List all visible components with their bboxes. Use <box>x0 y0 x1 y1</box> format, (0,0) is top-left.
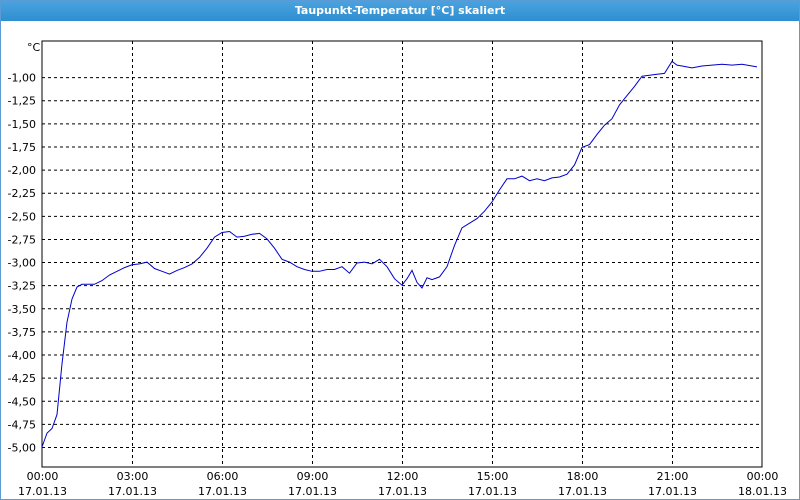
grid-lines <box>41 40 763 468</box>
x-tick-date: 17.01.13 <box>378 485 427 498</box>
y-tick-label: -3,00 <box>8 257 36 270</box>
x-tick-date: 17.01.13 <box>648 485 697 498</box>
y-tick-label: -2,75 <box>8 233 36 246</box>
x-tick-time: 09:00 <box>297 470 329 483</box>
x-tick-time: 00:00 <box>747 470 779 483</box>
x-tick-date: 17.01.13 <box>198 485 247 498</box>
x-tick-time: 00:00 <box>27 470 59 483</box>
x-tick-time: 15:00 <box>477 470 509 483</box>
x-tick-date: 18.01.13 <box>738 485 787 498</box>
y-unit-label: °C <box>27 41 41 54</box>
x-tick-date: 17.01.13 <box>288 485 337 498</box>
y-tick-label: -2,50 <box>8 210 36 223</box>
y-tick-label: -4,50 <box>8 395 36 408</box>
y-tick-label: -1,50 <box>8 118 36 131</box>
y-tick-label: -3,50 <box>8 303 36 316</box>
plot-area <box>41 60 758 448</box>
x-tick-date: 17.01.13 <box>108 485 157 498</box>
y-tick-label: -3,75 <box>8 326 36 339</box>
x-tick-date: 17.01.13 <box>468 485 517 498</box>
x-axis-ticks: 00:00 17.01.13 03:00 17.01.13 06:00 17.01.13 0… <box>18 470 787 498</box>
y-tick-label: -1,00 <box>8 72 36 85</box>
y-tick-label: -4,75 <box>8 418 36 431</box>
y-tick-label: -1,75 <box>8 141 36 154</box>
y-tick-label: -2,00 <box>8 164 36 177</box>
x-tick-time: 06:00 <box>207 470 239 483</box>
x-tick-date: 17.01.13 <box>18 485 67 498</box>
y-tick-label: -4,25 <box>8 372 36 385</box>
y-axis-ticks: -1,00 -1,25 -1,50 -1,75 -2,00 -2,25 -2,50 -2,75… <box>8 72 36 455</box>
x-tick-time: 12:00 <box>387 470 419 483</box>
y-tick-label: -5,00 <box>8 442 36 455</box>
window-title: Taupunkt-Temperatur [°C] skaliert <box>1 1 799 21</box>
y-tick-label: -2,25 <box>8 187 36 200</box>
y-tick-label: -3,25 <box>8 280 36 293</box>
x-tick-time: 18:00 <box>567 470 599 483</box>
x-tick-date: 17.01.13 <box>558 485 607 498</box>
y-tick-label: -4,00 <box>8 349 36 362</box>
x-tick-time: 21:00 <box>657 470 689 483</box>
y-tick-label: -1,25 <box>8 95 36 108</box>
x-tick-time: 03:00 <box>117 470 149 483</box>
series-line <box>41 60 758 448</box>
